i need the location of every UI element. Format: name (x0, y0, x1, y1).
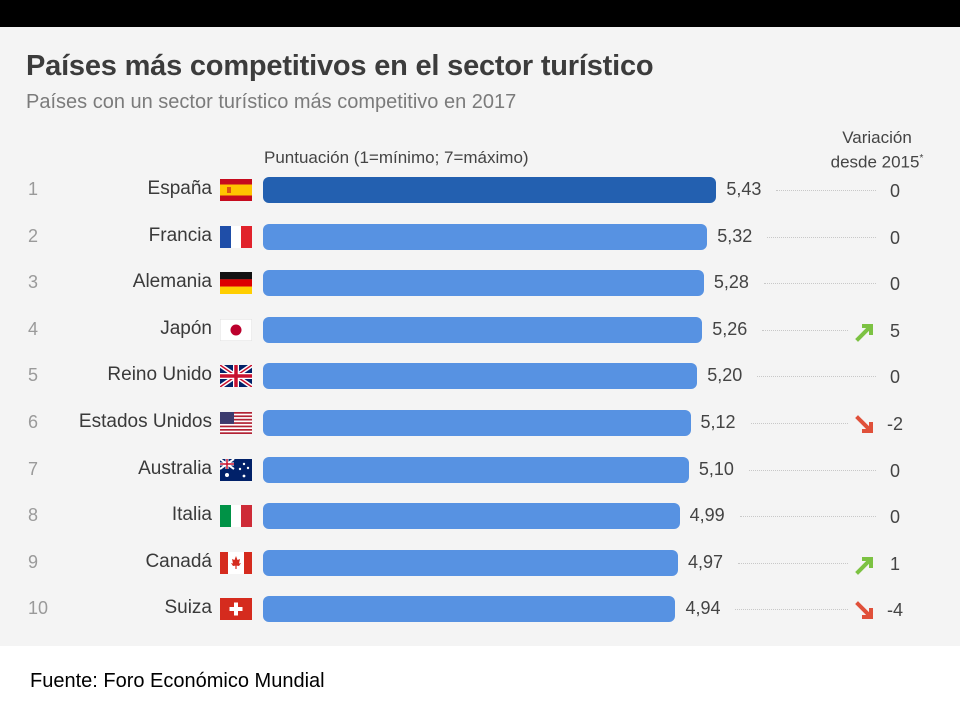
arrow-up-right-icon (855, 555, 875, 575)
flag-italy-icon (220, 505, 252, 528)
variation-header-line2: desde 2015 (830, 152, 920, 172)
country-label: Reino Unido (107, 364, 212, 386)
leader-dots (750, 423, 848, 424)
country-label: Suiza (164, 597, 212, 619)
variation-value: -2 (886, 414, 903, 434)
country-label: España (147, 178, 212, 199)
value-label: 5,43 (726, 179, 762, 199)
chart-subtitle: Países con un sector turístico más compe… (26, 91, 517, 113)
country-label: Japón (160, 317, 212, 339)
value-label: 5,20 (707, 365, 743, 386)
rank-number: 6 (28, 412, 39, 432)
value-label: 5,32 (717, 225, 753, 246)
bar (263, 363, 698, 390)
leader-dots (762, 329, 848, 331)
variation-value: 0 (889, 274, 900, 295)
value-label: 4,99 (689, 505, 725, 526)
variation-value: 0 (889, 367, 900, 388)
top-black-bar (0, 0, 960, 27)
value-label: 5,12 (700, 412, 736, 432)
rank-number: 7 (28, 458, 39, 479)
rank-number: 8 (28, 505, 39, 526)
rank-number: 1 (28, 179, 39, 199)
flag-australia-icon (219, 457, 252, 481)
variation-value: 5 (889, 320, 900, 341)
variation-value: 0 (889, 181, 900, 201)
flag-spain-icon (220, 179, 252, 201)
arrow-up-right-icon (855, 322, 875, 342)
variation-header: Variación desde 2015* (812, 127, 942, 173)
leader-dots (763, 283, 876, 285)
arrow-down-right-icon (855, 601, 875, 621)
arrow-down-right-icon (855, 415, 875, 435)
bar (263, 270, 704, 297)
value-label: 4,94 (685, 598, 721, 619)
bar (263, 223, 708, 250)
rank-number: 4 (28, 318, 39, 339)
country-label: Italia (171, 504, 212, 526)
flag-germany-icon (220, 272, 252, 295)
flag-canada-icon (220, 551, 252, 574)
variation-value: 0 (889, 507, 900, 528)
value-label: 5,26 (712, 318, 748, 339)
bar (263, 410, 691, 436)
rank-number: 2 (28, 225, 39, 246)
flag-france-icon (220, 225, 252, 248)
rank-number: 9 (28, 551, 39, 572)
country-label: Canadá (145, 550, 212, 572)
variation-value: -4 (886, 600, 903, 621)
source-note: Fuente: Foro Económico Mundial (30, 670, 325, 692)
leader-dots (748, 469, 876, 471)
rank-number: 3 (28, 272, 39, 293)
variation-value: 0 (889, 460, 900, 481)
country-label: Alemania (132, 271, 212, 293)
rank-number: 5 (28, 365, 39, 386)
rank-number: 10 (28, 598, 49, 619)
chart-title: Países más competitivos en el sector tur… (26, 50, 654, 82)
variation-header-line1: Variación (842, 128, 912, 147)
value-label: 5,28 (713, 272, 749, 293)
bar (263, 177, 717, 203)
bar (263, 549, 678, 576)
flag-uk-icon (218, 363, 254, 390)
score-axis-label: Puntuación (1=mínimo; 7=máximo) (264, 148, 529, 167)
variation-value: 1 (889, 553, 900, 574)
leader-dots (737, 562, 848, 564)
country-label: Australia (138, 457, 212, 479)
leader-dots (767, 236, 876, 238)
flag-japan-icon (219, 318, 253, 342)
country-label: Francia (148, 224, 212, 246)
variation-value: 0 (889, 227, 900, 248)
bar (263, 596, 676, 623)
value-label: 4,97 (687, 551, 724, 572)
country-label: Estados Unidos (78, 411, 212, 432)
bar (263, 456, 689, 483)
bar (263, 316, 703, 343)
value-label: 5,10 (698, 458, 734, 479)
flag-switzerland-icon (220, 598, 252, 621)
leader-dots (776, 190, 876, 191)
leader-dots (735, 609, 848, 611)
flag-usa-icon (220, 412, 252, 434)
leader-dots (757, 376, 876, 378)
bar (263, 503, 680, 530)
leader-dots (739, 516, 876, 518)
variation-footnote-mark: * (919, 153, 924, 164)
